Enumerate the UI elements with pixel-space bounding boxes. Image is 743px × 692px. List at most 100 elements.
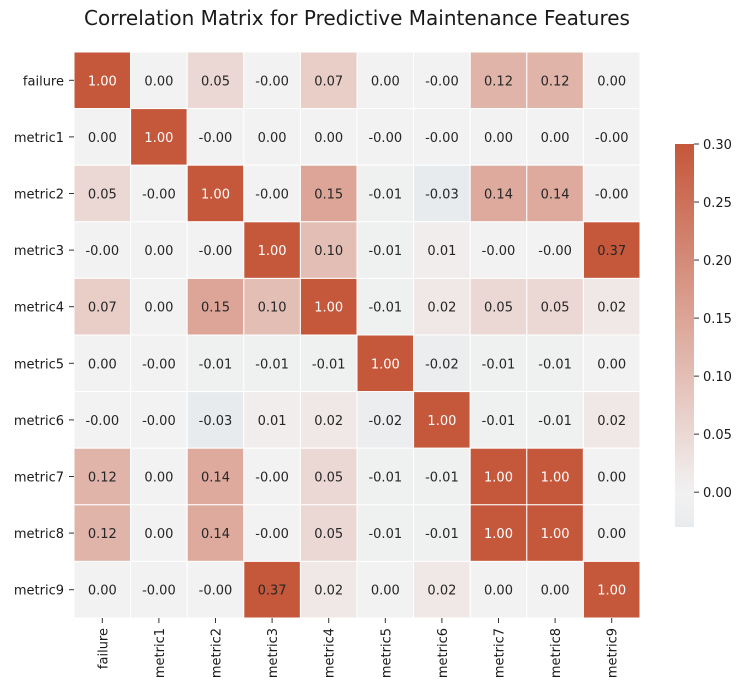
cell-value-label: -0.00 [255, 471, 289, 486]
cell-value-label: 0.00 [597, 357, 626, 372]
cell-value-label: -0.00 [142, 584, 176, 599]
cell-value-label: -0.00 [595, 131, 629, 146]
cell-value-label: 0.12 [541, 74, 570, 89]
heatmap-cell [243, 391, 301, 449]
heatmap-cell [413, 504, 471, 562]
column-label: metric1 [153, 628, 168, 678]
cell-value-label: -0.00 [368, 131, 402, 146]
colorbar-tick-label: 0.15 [703, 312, 732, 327]
cell-value-label: -0.00 [482, 244, 516, 259]
heatmap-cell [582, 108, 641, 166]
heatmap-cell [413, 221, 471, 279]
cell-value-label: -0.00 [199, 584, 233, 599]
cell-value-label: 1.00 [201, 188, 230, 203]
cell-value-label: 1.00 [484, 471, 513, 486]
cell-value-label: -0.01 [538, 414, 572, 429]
heatmap-cell [413, 447, 471, 506]
row-label: metric6 [14, 414, 64, 429]
cell-value-label: 1.00 [371, 357, 400, 372]
heatmap-cell [526, 277, 584, 336]
column-label: metric2 [210, 628, 225, 678]
cell-value-label: -0.00 [425, 131, 459, 146]
column-label: metric5 [379, 628, 394, 678]
heatmap-cell [130, 51, 188, 110]
cell-value-label: -0.01 [199, 357, 233, 372]
heatmap-cell [526, 164, 584, 223]
heatmap-cell [356, 221, 415, 279]
heatmap-cell [582, 221, 641, 279]
cell-value-label: 0.00 [484, 584, 513, 599]
heatmap-cell [356, 108, 415, 166]
row-label: metric9 [14, 584, 64, 599]
cell-value-label: 0.05 [541, 301, 570, 316]
cell-value-label: -0.03 [199, 414, 233, 429]
cell-value-label: 0.01 [427, 244, 456, 259]
cell-value-label: -0.02 [425, 357, 459, 372]
heatmap-cell [356, 391, 415, 449]
heatmap-cell [582, 51, 641, 110]
cell-value-label: 1.00 [88, 74, 117, 89]
heatmap-cell [582, 447, 641, 506]
cell-value-label: 1.00 [258, 244, 287, 259]
cell-value-label: -0.00 [255, 74, 289, 89]
column-labels: failure metric1 metric2 metric3 metric4 metri… [96, 618, 621, 678]
cell-value-label: 0.14 [201, 471, 230, 486]
cell-value-label: -0.00 [538, 244, 572, 259]
cell-value-label: 0.02 [314, 414, 343, 429]
cell-value-label: -0.01 [538, 357, 572, 372]
heatmap-cell [186, 334, 245, 393]
cell-value-label: 0.00 [88, 357, 117, 372]
cell-value-label: -0.01 [368, 471, 402, 486]
heatmap-cell [413, 560, 471, 619]
column-label: failure [96, 628, 111, 669]
cell-value-label: 0.05 [201, 74, 230, 89]
heatmap-cell [299, 164, 358, 223]
cell-value-label: 0.01 [258, 414, 287, 429]
cell-value-label: 0.37 [258, 584, 287, 599]
cell-value-label: 0.15 [201, 301, 230, 316]
cell-value-label: 0.00 [144, 471, 173, 486]
cell-value-label: -0.01 [482, 414, 516, 429]
cell-value-label: 0.00 [144, 74, 173, 89]
cell-value-label: 0.37 [597, 244, 626, 259]
heatmap-cell [413, 164, 471, 223]
heatmap-cell [356, 51, 415, 110]
cell-value-label: -0.00 [142, 357, 176, 372]
colorbar-tick-label: 0.00 [703, 486, 732, 501]
heatmap-cell [299, 277, 358, 336]
heatmap-cell [526, 108, 584, 166]
heatmap-cell [582, 504, 641, 562]
cell-value-label: 0.00 [597, 471, 626, 486]
cell-value-label: 0.02 [597, 301, 626, 316]
cell-value-label: -0.01 [312, 357, 346, 372]
heatmap-cell [469, 560, 528, 619]
heatmap-cell [582, 164, 641, 223]
cell-value-label: 1.00 [314, 301, 343, 316]
column-label: metric7 [493, 628, 508, 678]
cell-value-label: 0.00 [484, 131, 513, 146]
heatmap-cell [582, 391, 641, 449]
cell-value-label: -0.02 [368, 414, 402, 429]
cell-value-label: -0.03 [425, 188, 459, 203]
colorbar-tick-label: 0.25 [703, 196, 732, 211]
cell-value-labels: 1.00 0.00 0.05 -0.00 0.07 0.00 -0.00 0.12 0.12 0.… [85, 74, 628, 598]
heatmap-cell [130, 164, 188, 223]
cell-value-label: -0.01 [368, 301, 402, 316]
cell-value-label: 1.00 [144, 131, 173, 146]
cell-value-label: -0.00 [255, 527, 289, 542]
colorbar-tick-label: 0.10 [703, 370, 732, 385]
heatmap-cell [299, 560, 358, 619]
cell-value-label: 0.14 [484, 188, 513, 203]
cell-value-label: -0.00 [142, 188, 176, 203]
heatmap-cell [469, 277, 528, 336]
cell-value-label: 0.05 [484, 301, 513, 316]
heatmap-cell [413, 391, 471, 449]
cell-value-label: 1.00 [597, 584, 626, 599]
heatmap-cell [356, 447, 415, 506]
column-label: metric6 [436, 628, 451, 678]
cell-value-label: -0.00 [85, 414, 119, 429]
cell-value-label: -0.01 [368, 527, 402, 542]
cell-value-label: -0.01 [368, 244, 402, 259]
heatmap-cell [526, 504, 584, 562]
